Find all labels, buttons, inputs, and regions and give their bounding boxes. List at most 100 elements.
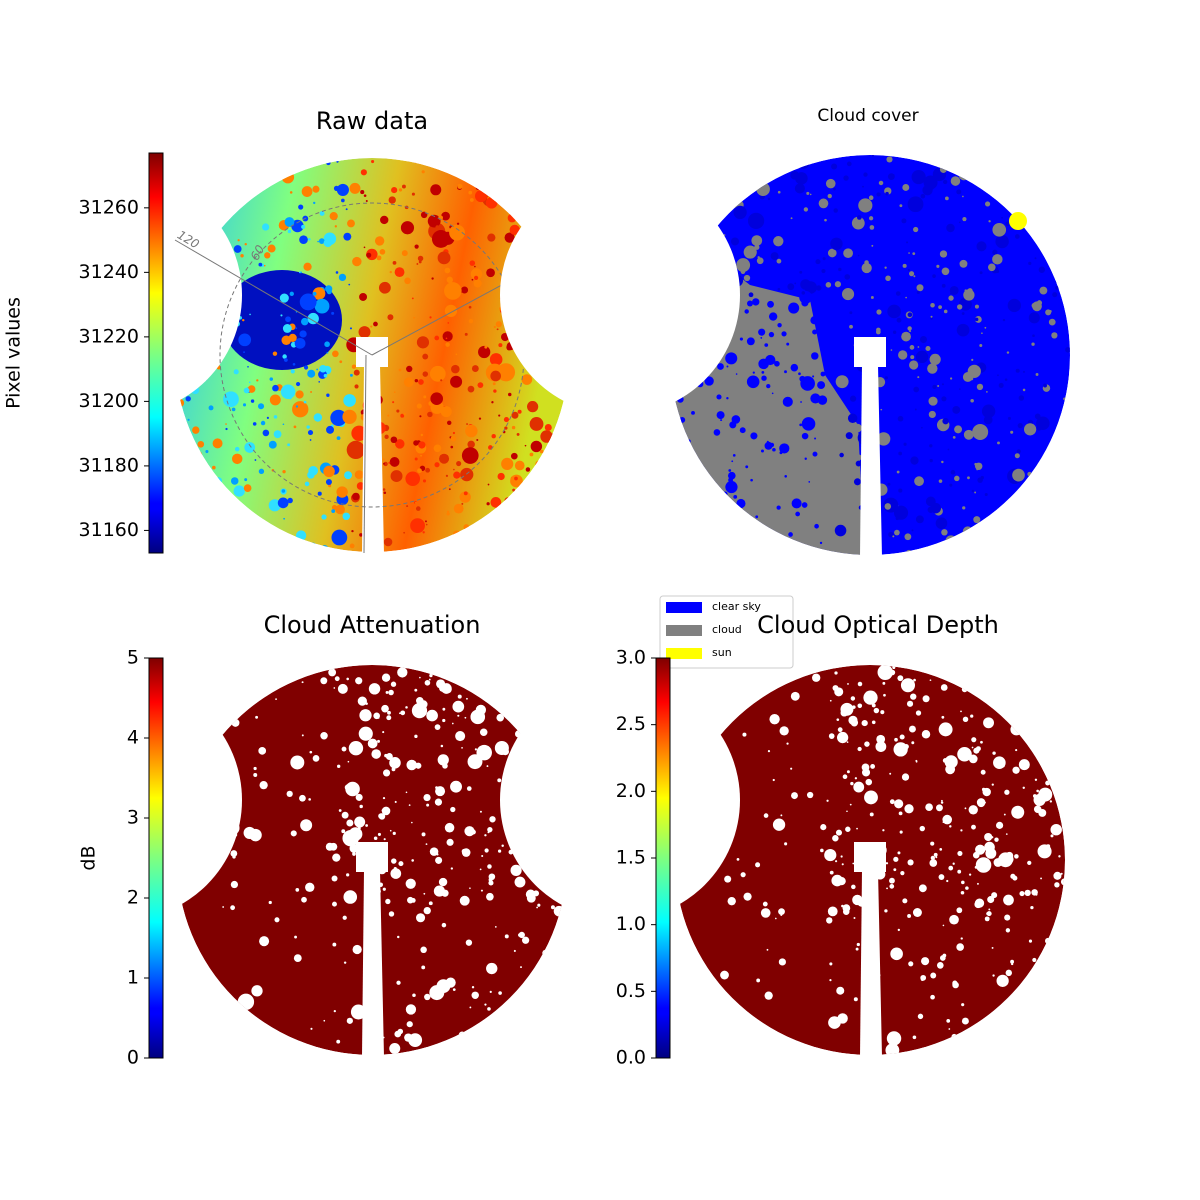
texture: [956, 943, 964, 951]
texture: [312, 287, 326, 300]
texture: [298, 204, 304, 210]
texture: [512, 193, 519, 200]
texture: [449, 541, 454, 546]
texture: [957, 747, 972, 762]
texture: [897, 415, 904, 422]
texture: [833, 208, 838, 213]
texture: [268, 542, 279, 552]
texture: [798, 668, 802, 671]
texture: [972, 424, 989, 440]
texture: [365, 824, 368, 827]
texture: [889, 877, 895, 884]
texture: [993, 756, 1006, 769]
texture: [285, 543, 289, 547]
texture: [416, 403, 422, 409]
texture: [505, 691, 513, 700]
texture: [1060, 878, 1065, 886]
texture: [700, 184, 704, 188]
texture: [949, 914, 959, 925]
texture: [421, 965, 426, 970]
texture: [356, 746, 362, 752]
texture: [524, 526, 534, 535]
texture: [536, 906, 538, 909]
texture: [890, 947, 903, 961]
texture: [1040, 728, 1047, 735]
texture: [886, 156, 893, 163]
texture: [834, 687, 844, 697]
texture: [801, 417, 816, 431]
texture: [814, 523, 819, 529]
texture: [490, 370, 501, 382]
texture: [344, 471, 353, 480]
texture: [397, 667, 408, 678]
texture: [907, 312, 913, 318]
texture: [706, 709, 709, 712]
texture: [257, 403, 265, 410]
texture: [1027, 860, 1032, 866]
texture: [1065, 463, 1070, 471]
texture: [834, 671, 838, 675]
texture: [272, 384, 279, 392]
texture: [495, 175, 502, 182]
texture: [560, 689, 564, 692]
texture: [991, 946, 994, 949]
texture: [494, 925, 497, 928]
texture: [688, 498, 692, 502]
texture: [418, 260, 422, 264]
texture: [907, 268, 911, 272]
texture: [357, 696, 367, 706]
texture: [541, 528, 555, 542]
texture: [845, 432, 853, 440]
texture: [397, 1028, 404, 1035]
texture: [231, 718, 240, 727]
texture: [251, 985, 263, 997]
texture: [273, 430, 282, 439]
texture: [849, 324, 853, 329]
texture: [900, 871, 905, 876]
texture: [438, 877, 448, 887]
texture: [408, 804, 411, 807]
texture: [764, 441, 773, 450]
texture: [1022, 370, 1025, 373]
texture: [963, 289, 975, 301]
panel-title: Cloud Optical Depth: [757, 611, 999, 639]
texture: [730, 511, 734, 515]
texture: [973, 747, 980, 754]
texture: [419, 676, 421, 679]
texture: [244, 243, 247, 246]
texture: [467, 385, 475, 393]
texture: [790, 170, 800, 180]
texture: [525, 187, 533, 195]
texture: [1015, 368, 1020, 373]
texture: [1027, 736, 1031, 740]
texture: [460, 286, 469, 294]
texture: [539, 548, 542, 551]
texture: [336, 436, 341, 441]
texture: [997, 441, 1000, 445]
texture: [1003, 665, 1013, 672]
texture: [871, 703, 876, 708]
texture: [743, 274, 751, 282]
texture: [812, 329, 818, 335]
texture: [457, 183, 463, 189]
texture: [289, 191, 293, 194]
texture: [403, 531, 406, 534]
polar-grid: [363, 354, 367, 554]
texture: [473, 275, 479, 280]
texture: [1059, 508, 1067, 516]
texture: [996, 974, 1009, 987]
texture: [387, 414, 390, 417]
texture: [489, 816, 496, 823]
texture: [471, 986, 475, 989]
texture: [287, 229, 292, 234]
texture: [984, 832, 993, 842]
texture: [689, 520, 698, 530]
texture: [262, 223, 270, 231]
texture: [332, 350, 339, 358]
texture: [425, 467, 431, 473]
texture: [821, 294, 830, 303]
texture: [260, 420, 266, 426]
texture: [803, 207, 809, 212]
colorbar-tick-label: 31240: [79, 261, 139, 283]
texture: [912, 252, 916, 256]
